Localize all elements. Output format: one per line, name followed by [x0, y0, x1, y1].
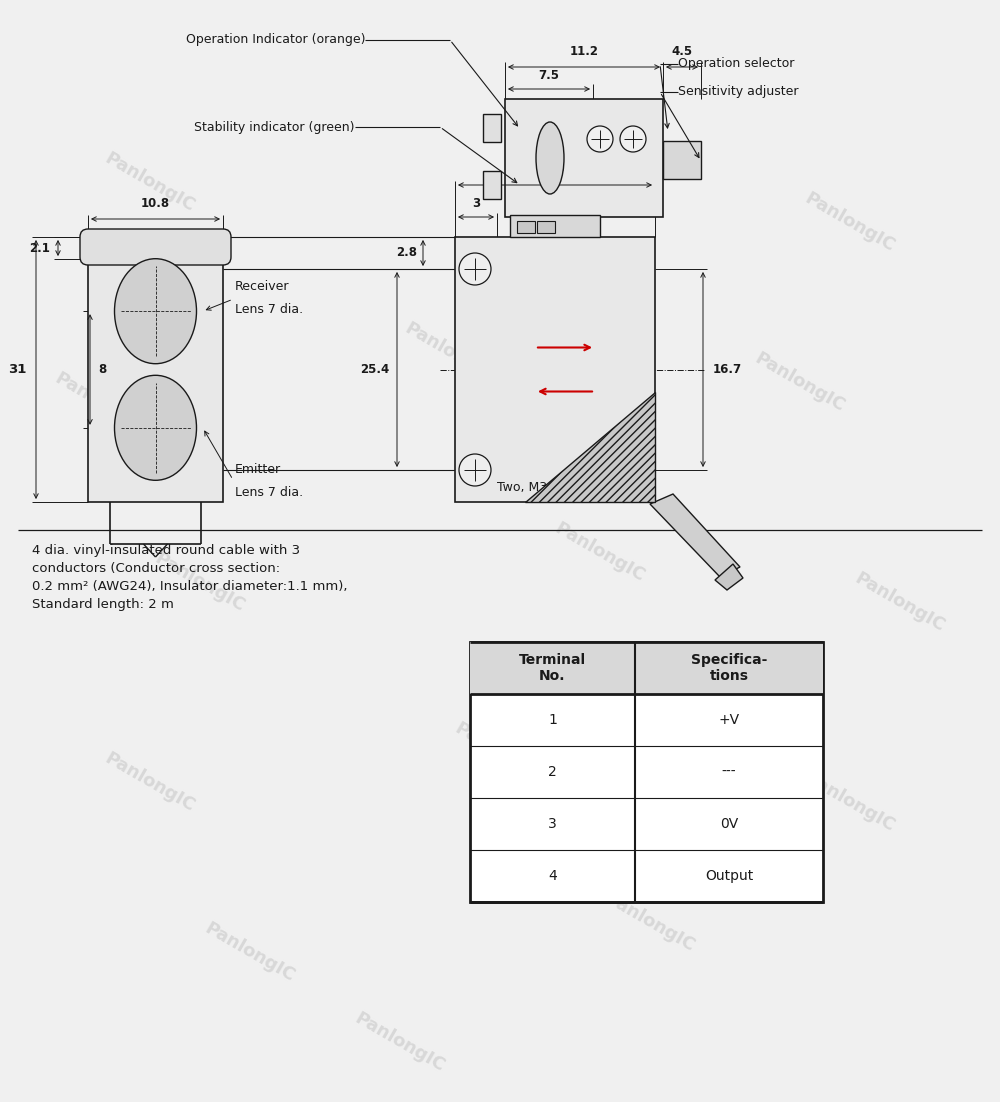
Text: Terminal
No.: Terminal No. — [519, 652, 586, 683]
Text: 8: 8 — [98, 363, 106, 376]
Text: Output: Output — [705, 869, 753, 883]
Text: PanlongIC: PanlongIC — [552, 519, 648, 585]
Text: PanlongIC: PanlongIC — [502, 119, 598, 185]
Text: Lens 7 dia.: Lens 7 dia. — [235, 486, 303, 499]
Text: 16.7: 16.7 — [713, 363, 742, 376]
Text: 25.4: 25.4 — [360, 363, 389, 376]
Text: ---: --- — [722, 765, 736, 779]
Bar — [470, 642, 823, 903]
Text: 4: 4 — [548, 869, 557, 883]
Text: 1: 1 — [548, 713, 557, 727]
Text: 11.2: 11.2 — [570, 45, 598, 58]
Bar — [470, 642, 823, 694]
Text: 3: 3 — [472, 197, 480, 210]
Text: 4.5: 4.5 — [671, 45, 693, 58]
Text: PanlongIC: PanlongIC — [452, 719, 548, 785]
Bar — [537, 222, 555, 233]
Circle shape — [620, 126, 646, 152]
Text: 2.8: 2.8 — [396, 247, 417, 259]
Text: PanlongIC: PanlongIC — [752, 349, 848, 415]
Text: Emitter: Emitter — [235, 463, 281, 476]
Bar — [483, 114, 501, 142]
Text: Operation Indicator (orange): Operation Indicator (orange) — [186, 33, 365, 46]
Polygon shape — [715, 564, 743, 590]
Circle shape — [459, 253, 491, 285]
Text: Stability indicator (green): Stability indicator (green) — [194, 120, 355, 133]
Bar — [88, 237, 223, 503]
Bar — [517, 222, 535, 233]
Bar — [505, 99, 663, 217]
Bar — [455, 237, 655, 503]
Polygon shape — [650, 494, 740, 577]
Text: 0V: 0V — [720, 817, 738, 831]
Text: 4 dia. vinyl-insulated round cable with 3
conductors (Conductor cross section:
0: 4 dia. vinyl-insulated round cable with … — [32, 544, 348, 611]
Text: +V: +V — [718, 713, 740, 727]
Text: PanlongIC: PanlongIC — [202, 919, 298, 985]
Circle shape — [587, 126, 613, 152]
Ellipse shape — [536, 122, 564, 194]
Text: PanlongIC: PanlongIC — [802, 769, 898, 835]
Text: 3: 3 — [548, 817, 557, 831]
Bar — [663, 141, 701, 179]
Ellipse shape — [115, 376, 197, 480]
Text: PanlongIC: PanlongIC — [352, 1009, 448, 1076]
Circle shape — [459, 454, 491, 486]
Text: 2.1: 2.1 — [29, 241, 50, 255]
Text: PanlongIC: PanlongIC — [102, 749, 198, 815]
Polygon shape — [525, 392, 655, 503]
Text: PanlongIC: PanlongIC — [152, 549, 248, 615]
Text: PanlongIC: PanlongIC — [402, 318, 498, 385]
Text: Two, M3: Two, M3 — [497, 480, 547, 494]
Ellipse shape — [115, 259, 197, 364]
Text: PanlongIC: PanlongIC — [52, 369, 148, 435]
Bar — [510, 215, 600, 237]
Text: Lens 7 dia.: Lens 7 dia. — [235, 303, 303, 315]
Text: Specifica-
tions: Specifica- tions — [691, 652, 767, 683]
Text: 10.8: 10.8 — [141, 197, 170, 210]
Text: PanlongIC: PanlongIC — [602, 889, 698, 955]
Text: 20: 20 — [546, 163, 564, 176]
Text: PanlongIC: PanlongIC — [802, 188, 898, 255]
FancyBboxPatch shape — [80, 229, 231, 264]
Text: 31: 31 — [8, 363, 26, 376]
Text: PanlongIC: PanlongIC — [102, 149, 198, 215]
Text: 2: 2 — [548, 765, 557, 779]
Text: 7.5: 7.5 — [538, 69, 560, 82]
Text: Receiver: Receiver — [235, 280, 290, 293]
Bar — [483, 171, 501, 199]
Text: Sensitivity adjuster: Sensitivity adjuster — [678, 86, 798, 98]
Text: PanlongIC: PanlongIC — [852, 569, 948, 635]
Text: Operation selector: Operation selector — [678, 57, 794, 71]
